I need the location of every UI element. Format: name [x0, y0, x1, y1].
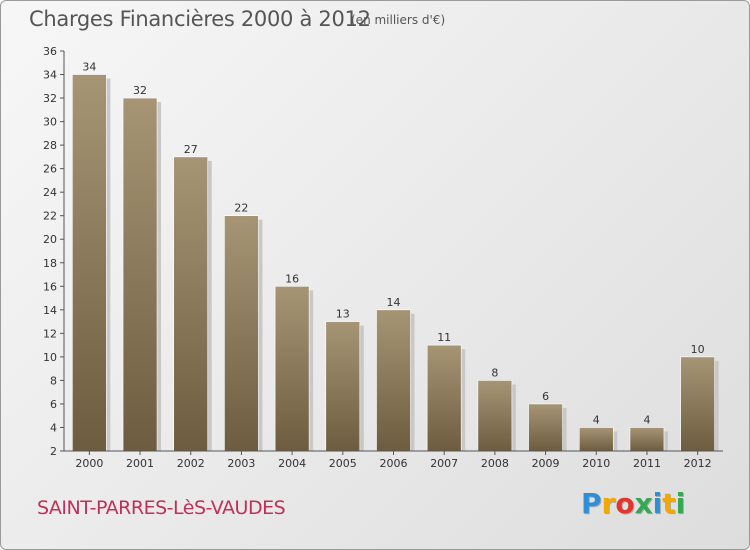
chart-subtitle: (en milliers d'€): [351, 13, 446, 27]
bar: [173, 156, 209, 452]
y-tick-label: 36: [43, 45, 57, 58]
bar: [122, 97, 158, 452]
logo-letter: x: [634, 487, 653, 520]
bar: [224, 215, 259, 452]
logo-letter: r: [601, 487, 616, 520]
x-tick-label: 2005: [329, 457, 357, 470]
y-tick-label: 2: [50, 445, 57, 458]
bar: [274, 285, 310, 452]
bar: [72, 74, 107, 452]
bar: [680, 356, 715, 452]
town-name: SAINT-PARRES-LèS-VAUDES: [37, 497, 286, 519]
bar: [578, 427, 614, 452]
x-tick-label: 2011: [633, 457, 661, 470]
logo-letter: i: [675, 487, 686, 520]
y-tick-label: 26: [43, 163, 57, 176]
x-tick-label: 2004: [278, 457, 306, 470]
x-tick-label: 2009: [532, 457, 560, 470]
data-label: 6: [542, 390, 549, 403]
data-label: 4: [643, 413, 650, 426]
y-tick-label: 16: [43, 280, 57, 293]
x-tick-label: 2007: [430, 457, 458, 470]
y-tick-label: 18: [43, 257, 57, 270]
x-tick-label: 2003: [227, 457, 255, 470]
logo-letter: t: [662, 487, 676, 520]
y-tick-label: 32: [43, 92, 57, 105]
bar: [426, 344, 462, 452]
logo-letter: o: [615, 487, 635, 520]
logo-letter: P: [581, 487, 602, 520]
data-label: 22: [234, 202, 248, 215]
x-tick-label: 2002: [177, 457, 205, 470]
bar: [528, 403, 563, 452]
x-tick-label: 2010: [582, 457, 610, 470]
y-tick-label: 22: [43, 210, 57, 223]
y-tick-label: 8: [50, 374, 57, 387]
y-tick-label: 12: [43, 327, 57, 340]
x-tick-label: 2006: [380, 457, 408, 470]
logo-letter: i: [652, 487, 663, 520]
data-label: 11: [437, 331, 451, 344]
bar: [325, 321, 361, 452]
x-tick-label: 2012: [684, 457, 712, 470]
y-tick-label: 20: [43, 233, 57, 246]
y-tick-label: 30: [43, 116, 57, 129]
data-label: 16: [285, 272, 299, 285]
data-label: 34: [82, 61, 96, 74]
x-tick-label: 2000: [75, 457, 103, 470]
bar: [376, 309, 411, 452]
bar: [477, 380, 513, 452]
y-tick-label: 34: [43, 69, 57, 82]
bar: [629, 427, 665, 452]
data-label: 4: [593, 413, 600, 426]
y-tick-label: 14: [43, 304, 57, 317]
y-tick-label: 6: [50, 398, 57, 411]
data-label: 10: [691, 343, 705, 356]
chart-title: Charges Financières 2000 à 2012: [29, 7, 371, 31]
x-tick-label: 2008: [481, 457, 509, 470]
data-label: 32: [133, 84, 147, 97]
y-tick-label: 24: [43, 186, 57, 199]
y-tick-label: 10: [43, 351, 57, 364]
data-label: 14: [387, 296, 401, 309]
data-label: 27: [184, 143, 198, 156]
data-label: 8: [491, 366, 498, 379]
y-tick-label: 4: [50, 421, 57, 434]
x-tick-label: 2001: [126, 457, 154, 470]
proxiti-logo: Proxiti: [581, 487, 685, 520]
y-tick-label: 28: [43, 139, 57, 152]
data-label: 13: [336, 308, 350, 321]
